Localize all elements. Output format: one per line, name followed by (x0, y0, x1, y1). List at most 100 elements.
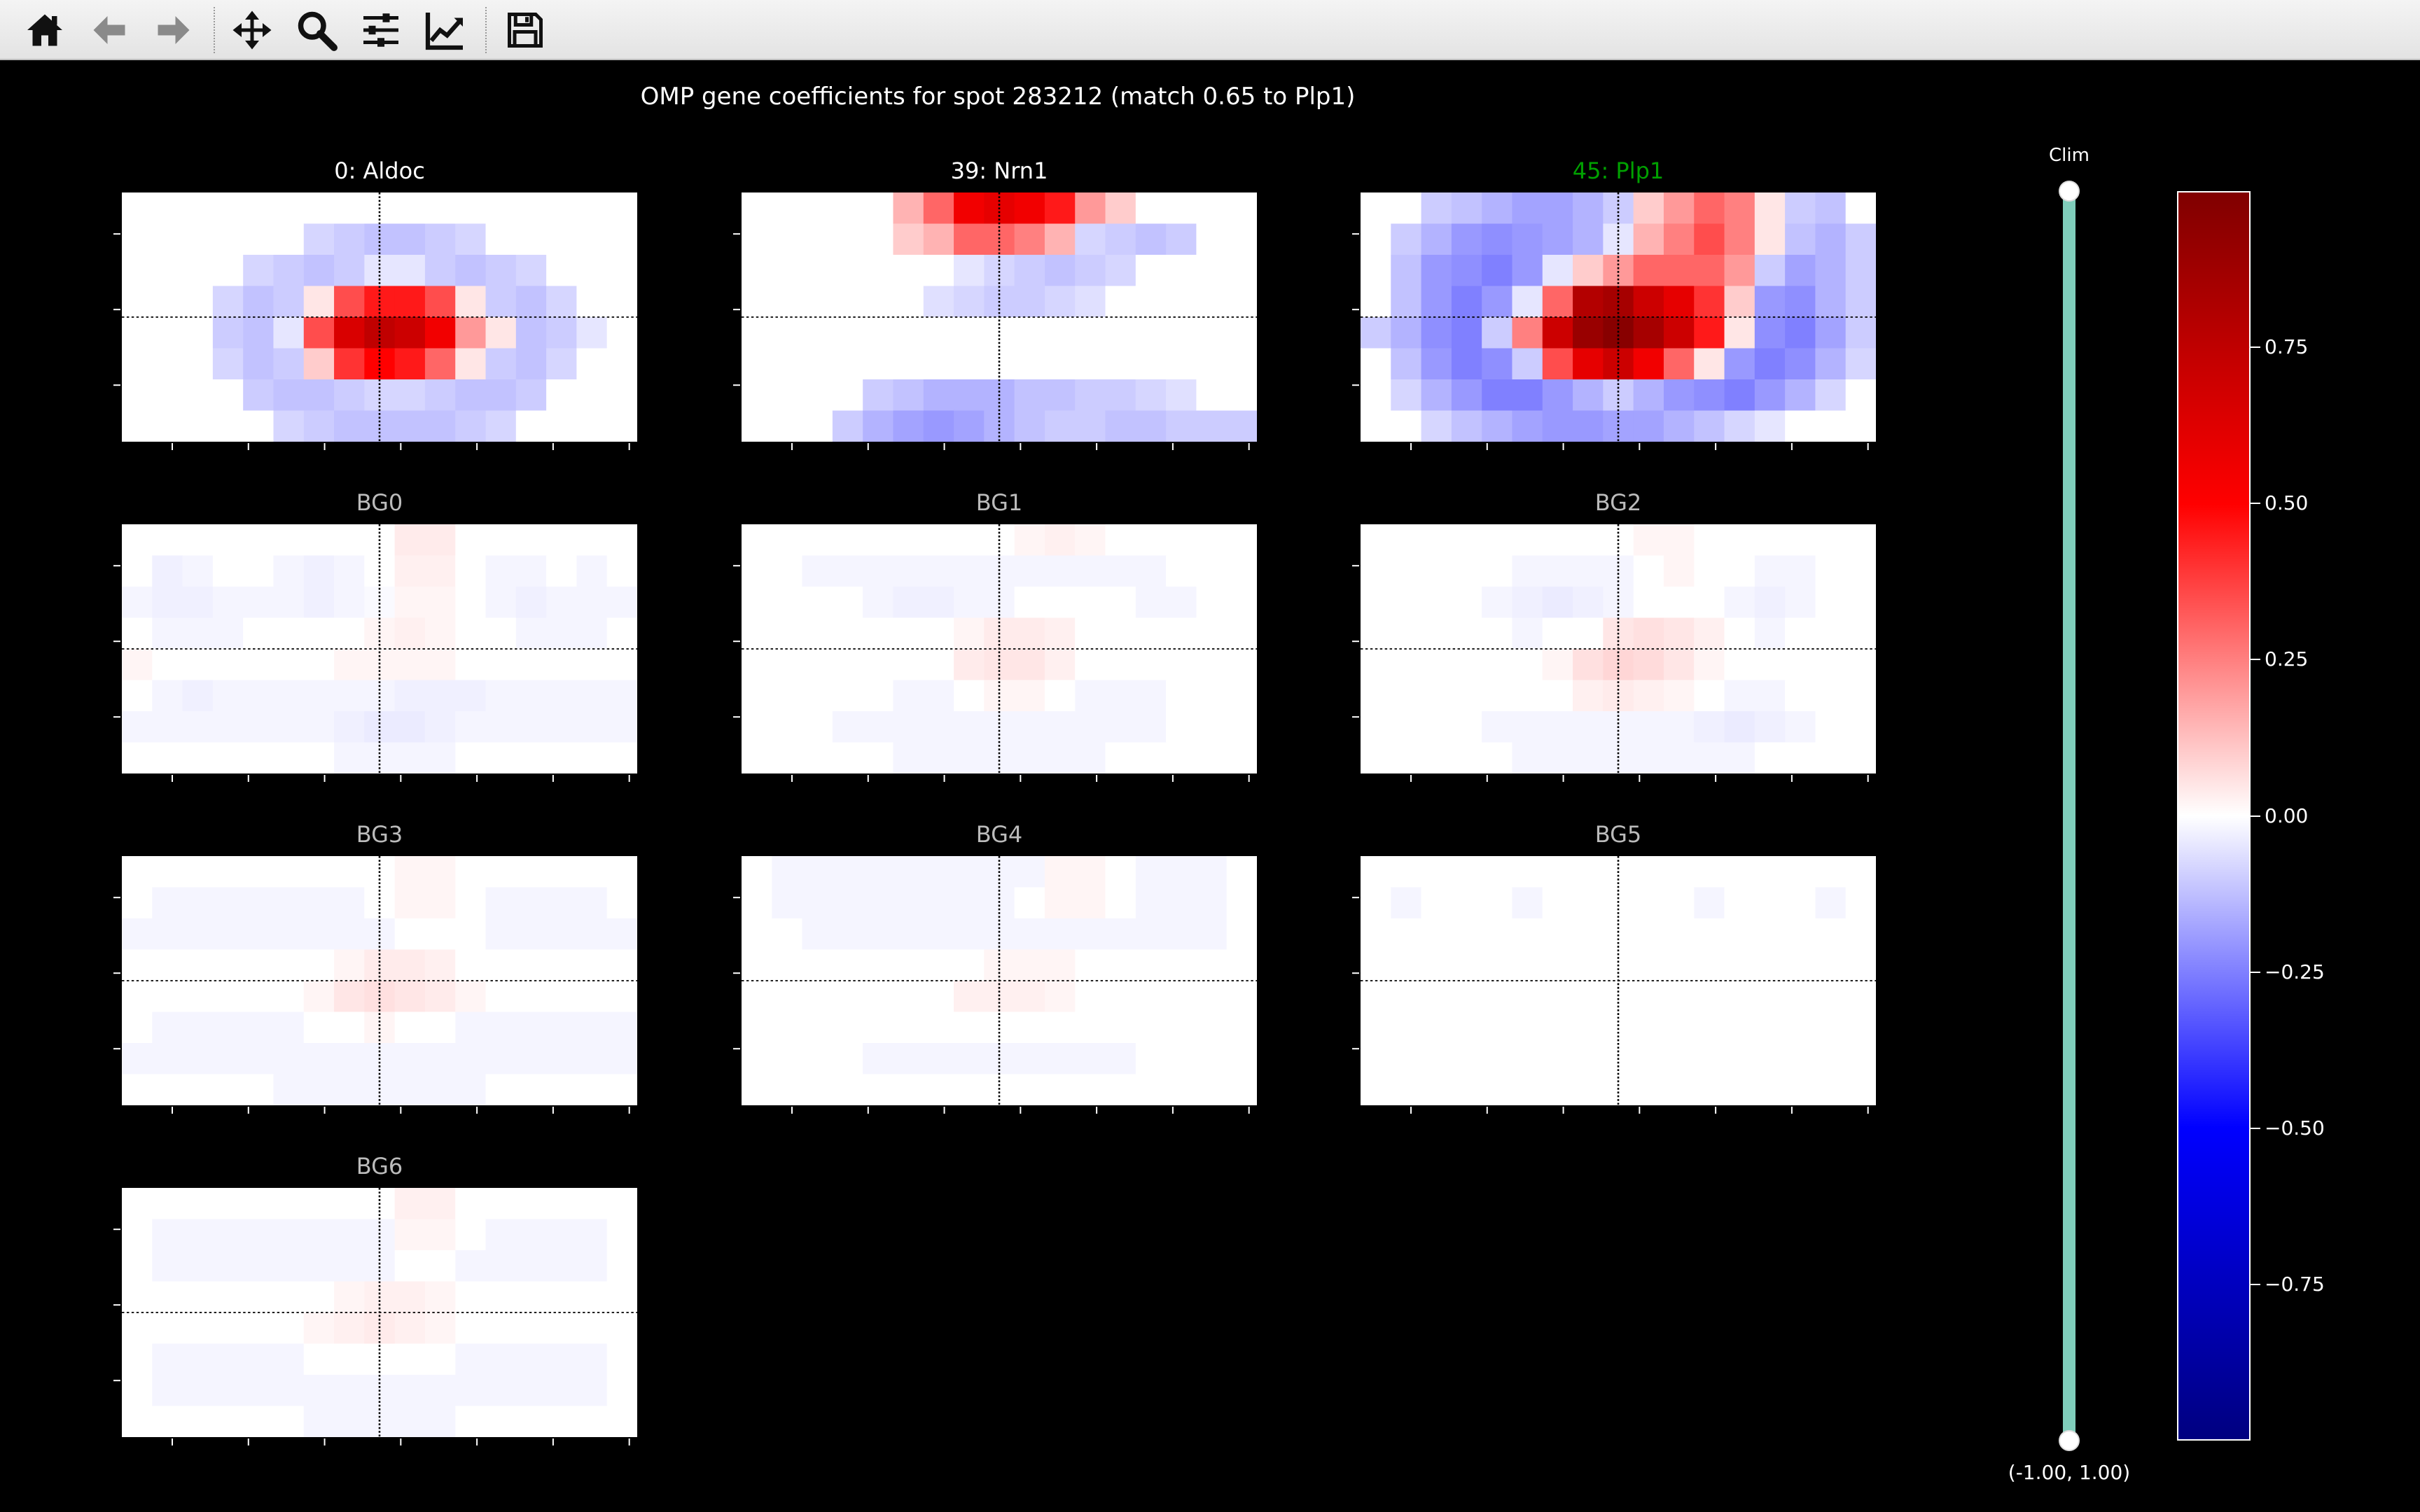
heatmap-cell (1196, 379, 1228, 412)
heatmap-cell (394, 255, 426, 287)
heatmap-cell (802, 1043, 833, 1075)
heatmap-cell (1724, 918, 1755, 951)
heatmap-cell (606, 555, 637, 587)
heatmap-cell (576, 223, 608, 255)
heatmap-cell (1451, 918, 1483, 951)
heatmap-cell (1014, 649, 1045, 681)
heatmap-cell (772, 949, 803, 981)
heatmap-cell (455, 255, 487, 287)
toolbar-separator (214, 7, 215, 53)
heatmap-panel[interactable] (1359, 191, 1877, 443)
heatmap-cell (1196, 1074, 1228, 1105)
heatmap-cell (1815, 192, 1847, 225)
heatmap-cell (1196, 680, 1228, 712)
heatmap-cell (152, 255, 183, 287)
heatmap-panel[interactable] (1359, 855, 1877, 1107)
heatmap-cell (923, 1011, 954, 1044)
heatmap-cell (863, 286, 894, 318)
heatmap-cell (303, 524, 335, 556)
heatmap-cell (455, 742, 487, 774)
heatmap-cell (1044, 711, 1076, 743)
heatmap-cell (1482, 918, 1513, 951)
heatmap-image (1361, 192, 1876, 442)
heatmap-cell (1451, 223, 1483, 255)
heatmap-cell (1361, 223, 1392, 255)
configure-subplots-button[interactable] (354, 6, 408, 55)
heatmap-panel[interactable] (740, 855, 1258, 1107)
heatmap-cell (1815, 711, 1847, 743)
heatmap-cell (394, 649, 426, 681)
heatmap-cell (1633, 1043, 1664, 1075)
heatmap-panel[interactable] (120, 1186, 639, 1438)
heatmap-cell (1044, 856, 1076, 888)
heatmap-cell (455, 524, 487, 556)
heatmap-cell (742, 949, 773, 981)
heatmap-cell (243, 1406, 274, 1437)
heatmap-cell (1663, 410, 1695, 442)
heatmap-cell (1391, 223, 1422, 255)
heatmap-cell (546, 1375, 578, 1407)
heatmap-panel[interactable] (120, 855, 639, 1107)
clim-slider-track[interactable] (2063, 191, 2075, 1441)
heatmap-cell (424, 649, 457, 681)
heatmap-cell (1482, 555, 1513, 587)
heatmap-cell (122, 1343, 153, 1376)
heatmap-cell (1166, 1011, 1197, 1044)
heatmap-cell (1694, 1074, 1725, 1105)
heatmap-cell (1724, 348, 1755, 380)
heatmap-cell (1694, 711, 1725, 743)
forward-button[interactable] (147, 6, 200, 55)
heatmap-panel[interactable] (740, 191, 1258, 443)
heatmap-cell (485, 742, 517, 774)
heatmap-cell (424, 1343, 457, 1376)
heatmap-cell (1542, 617, 1573, 650)
heatmap-cell (893, 742, 924, 774)
axis-ticks (113, 897, 630, 1114)
heatmap-cell (424, 742, 457, 774)
heatmap-cell (152, 587, 183, 619)
heatmap-cell (182, 981, 214, 1013)
back-button[interactable] (83, 6, 136, 55)
clim-slider-max-handle[interactable] (2059, 181, 2080, 202)
heatmap-panel[interactable] (120, 523, 639, 775)
heatmap-panel[interactable] (120, 191, 639, 443)
heatmap-cell (1512, 742, 1543, 774)
clim-slider-min-handle[interactable] (2059, 1430, 2080, 1451)
heatmap-cell (832, 555, 864, 587)
heatmap-cell (1573, 410, 1604, 442)
heatmap-cell (1391, 410, 1422, 442)
heatmap-cell (1044, 1043, 1076, 1075)
heatmap-title: BG2 (1594, 489, 1642, 516)
heatmap-cell (1014, 1011, 1045, 1044)
heatmap-cell (455, 1219, 487, 1251)
heatmap-cell (1451, 887, 1483, 919)
save-button[interactable] (499, 6, 552, 55)
home-button[interactable] (18, 6, 71, 55)
heatmap-cell (485, 949, 517, 981)
heatmap-cell (1663, 711, 1695, 743)
heatmap-cell (394, 317, 426, 349)
heatmap-cell (893, 524, 924, 556)
heatmap-cell (1845, 680, 1876, 712)
colorbar-tick-label: −0.75 (2265, 1272, 2325, 1296)
heatmap-cell (424, 587, 457, 619)
pan-button[interactable] (225, 6, 279, 55)
heatmap-cell (273, 1011, 305, 1044)
heatmap-cell (1694, 887, 1725, 919)
heatmap-cell (832, 887, 864, 919)
heatmap-panel[interactable] (740, 523, 1258, 775)
heatmap-cell (606, 223, 637, 255)
heatmap-cell (334, 192, 366, 225)
heatmap-cell (1482, 1074, 1513, 1105)
heatmap-cell (576, 949, 608, 981)
heatmap-cell (243, 1312, 274, 1345)
heatmap-cell (1512, 192, 1543, 225)
heatmap-cell (954, 981, 985, 1013)
heatmap-cell (182, 410, 214, 442)
heatmap-cell (182, 1281, 214, 1313)
heatmap-panel[interactable] (1359, 523, 1877, 775)
zoom-button[interactable] (290, 6, 343, 55)
edit-axes-button[interactable] (419, 6, 472, 55)
heatmap-cell (802, 1011, 833, 1044)
heatmap-cell (546, 286, 578, 318)
